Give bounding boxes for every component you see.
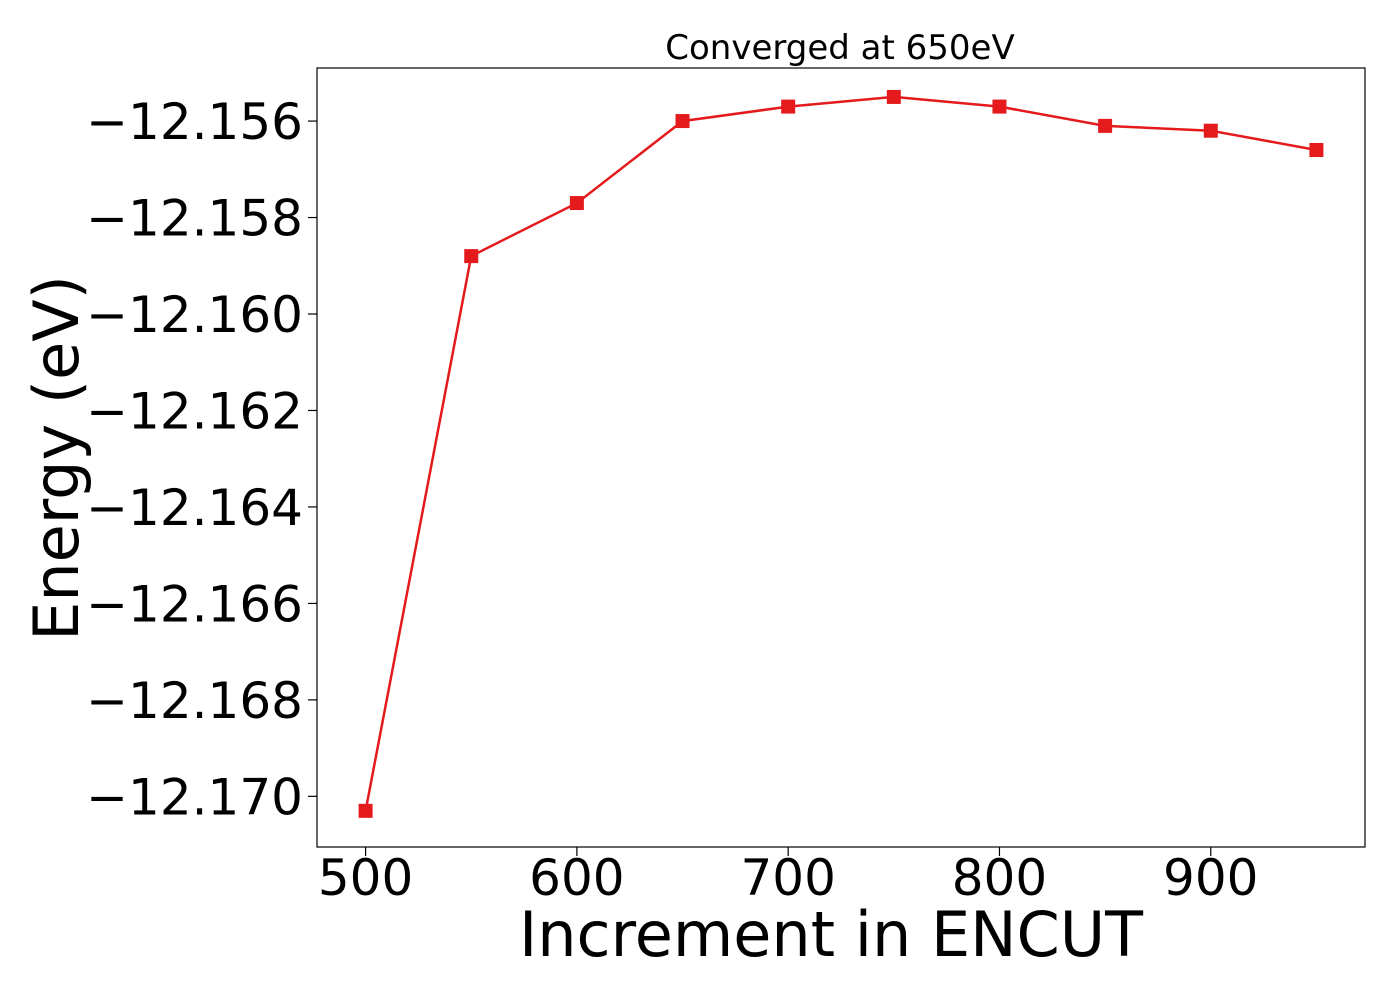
data-point-marker bbox=[569, 196, 584, 211]
data-point-marker bbox=[1098, 118, 1113, 133]
data-point-marker bbox=[1309, 143, 1324, 157]
data-point-marker bbox=[358, 803, 373, 818]
x-axis-label: Increment in ENCUT bbox=[519, 898, 1144, 971]
plot-area-frame bbox=[316, 67, 1366, 848]
y-tick-label: −12.170 bbox=[86, 768, 303, 826]
x-axis: 500 600 700 800 900 bbox=[318, 847, 1258, 907]
x-tick-label: 700 bbox=[740, 849, 835, 907]
data-point-marker bbox=[886, 89, 901, 104]
data-point-marker bbox=[1203, 123, 1218, 138]
chart-title: Converged at 650eV bbox=[665, 28, 1014, 68]
y-axis-label: Energy (eV) bbox=[20, 275, 93, 641]
y-tick-label: −12.166 bbox=[86, 575, 303, 633]
y-tick-label: −12.156 bbox=[86, 93, 303, 151]
series-line bbox=[364, 95, 1317, 812]
x-tick-label: 900 bbox=[1163, 849, 1258, 907]
data-point-marker bbox=[992, 99, 1007, 114]
data-point-marker bbox=[464, 249, 479, 264]
y-tick-label: −12.164 bbox=[86, 479, 303, 537]
y-tick-label: −12.158 bbox=[86, 190, 303, 248]
y-tick-label: −12.160 bbox=[86, 286, 303, 344]
x-tick-label: 600 bbox=[529, 849, 624, 907]
y-tick-label: −12.168 bbox=[86, 672, 303, 730]
y-axis: −12.156 −12.158 −12.160 −12.162 −12.164 −12.1… bbox=[86, 93, 317, 826]
data-point-marker bbox=[781, 99, 796, 114]
data-series bbox=[358, 89, 1324, 818]
y-tick-label: −12.162 bbox=[86, 382, 303, 440]
data-point-marker bbox=[675, 114, 690, 129]
x-tick-label: 500 bbox=[318, 849, 413, 907]
x-tick-label: 800 bbox=[952, 849, 1047, 907]
